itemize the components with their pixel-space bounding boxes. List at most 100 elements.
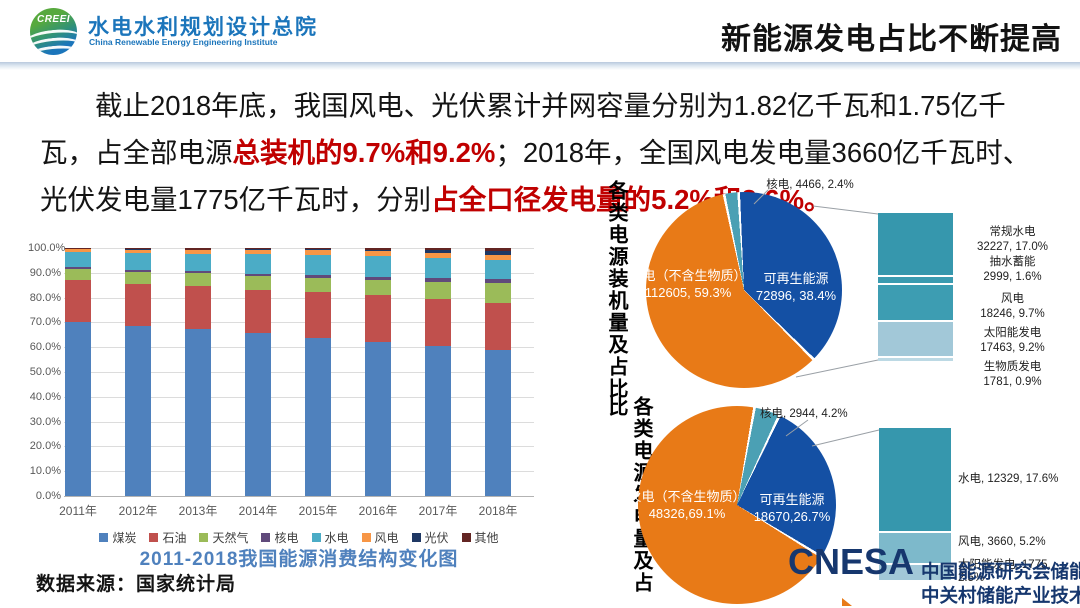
intro-text-segment: 截止2018年底，我国风电、光伏累计并网容量分别为1.82亿千瓦和1.75亿千瓦… <box>40 90 1006 168</box>
legend-swatch-icon <box>261 533 271 542</box>
bar-segment <box>485 279 511 284</box>
pie2-nuclear-label: 核电, 2944, 4.2% <box>760 408 848 420</box>
gridline <box>64 421 534 423</box>
bar-segment <box>305 337 331 496</box>
breakout-label: 水电, 12329, 17.6% <box>958 473 1059 485</box>
bar-segment <box>425 277 451 282</box>
legend-item: 石油 <box>149 529 186 546</box>
legend-label: 风电 <box>374 531 399 545</box>
bar-segment <box>305 277 331 293</box>
bar-segment <box>245 289 271 333</box>
breakout-segment <box>879 532 951 564</box>
breakout-label: 常规水电 32227, 17.0% <box>977 226 1048 253</box>
pie1-thermal-label: 火电（不含生物质） 112605, 59.3% <box>608 267 768 301</box>
y-axis-tick: 70.0% <box>29 316 61 329</box>
x-axis-tick: 2018年 <box>478 504 518 518</box>
stacked-bar <box>305 248 331 496</box>
bar-segment <box>305 254 331 275</box>
cnesa-swoosh-icon <box>842 598 853 606</box>
bar-segment <box>425 345 451 496</box>
page-title: 新能源发电占比不断提高 <box>721 23 1062 56</box>
bar-segment <box>365 341 391 496</box>
legend-label: 石油 <box>162 531 187 545</box>
x-axis-tick: 2016年 <box>358 504 398 518</box>
bar-segment <box>245 250 271 255</box>
pie-panel: 各类电源装机量及占比 各类电源发电量及占比 核电, 4466, 2.4% 火电（… <box>600 170 1080 608</box>
bar-segment <box>305 250 331 255</box>
bar-segment <box>485 302 511 350</box>
x-axis-tick: 2013年 <box>178 504 218 518</box>
pie2-thermal-name: 火电（不含生物质） <box>628 489 746 504</box>
bar-segment <box>125 283 151 327</box>
pie2-thermal-label: 火电（不含生物质） 48326,69.1% <box>606 488 768 522</box>
gridline <box>64 446 534 448</box>
bar-segment <box>65 268 91 281</box>
breakout-segment <box>879 428 951 531</box>
breakout-segment <box>879 565 951 580</box>
breakout-segment <box>878 322 953 356</box>
pie1-thermal-name: 火电（不含生物质） <box>629 268 747 283</box>
bar-segment <box>485 260 511 280</box>
legend-item: 其他 <box>461 529 499 546</box>
bar-segment <box>245 248 271 250</box>
bar-segment <box>125 270 151 273</box>
legend-label: 核电 <box>274 531 299 545</box>
bar-segment <box>365 295 391 342</box>
bar-segment <box>365 279 391 296</box>
legend-label: 光伏 <box>424 531 449 545</box>
capacity-pie-title: 各类电源装机量及占比 <box>605 180 627 400</box>
bar-segment <box>245 273 271 276</box>
bar-segment <box>425 257 451 278</box>
bar-segment <box>365 256 391 277</box>
bar-segment <box>245 332 271 496</box>
bar-segment <box>185 286 211 329</box>
y-axis-tick: 90.0% <box>29 266 61 279</box>
legend-item: 煤炭 <box>99 529 136 546</box>
org-name-cn: 水电水利规划设计总院 <box>88 16 318 39</box>
legend-item: 水电 <box>311 529 349 546</box>
legend-label: 煤炭 <box>112 531 137 545</box>
stacked-bar <box>245 248 271 496</box>
bar-segment <box>425 252 451 258</box>
y-axis-tick: 20.0% <box>29 440 61 453</box>
pie1-renewable-label: 可再生能源 72896, 38.4% <box>732 270 860 304</box>
bar-segment <box>185 328 211 496</box>
legend-label: 其他 <box>474 531 499 545</box>
breakout-label: 抽水蓄能 2999, 1.6% <box>983 256 1042 283</box>
gridline <box>64 272 534 274</box>
bar-segment <box>125 326 151 496</box>
pie1-renewable-value: 72896, 38.4% <box>755 288 837 303</box>
energy-structure-chart: 2011-2018我国能源消费结构变化图 100.0% 90.0% 80.0% 70.… <box>28 238 540 584</box>
capacity-breakout-bar <box>878 213 953 361</box>
bar-segment <box>185 250 211 254</box>
gridline <box>64 322 534 324</box>
legend-swatch-icon <box>149 533 159 542</box>
x-axis-tick: 2017年 <box>418 504 458 518</box>
bar-segment <box>185 271 211 274</box>
bar-segment <box>305 248 331 250</box>
bar-segment <box>185 249 211 251</box>
x-axis-tick: 2015年 <box>298 504 338 518</box>
x-axis-tick: 2012年 <box>118 504 158 518</box>
legend-item: 风电 <box>361 529 399 546</box>
cnesa-org-line2: 中关村储能产业技术联盟 <box>921 584 1080 606</box>
breakout-segment <box>878 276 953 283</box>
x-axis-tick: 2014年 <box>238 504 278 518</box>
stacked-bar <box>425 248 451 496</box>
breakout-segment <box>878 213 953 275</box>
stacked-bar <box>65 248 91 496</box>
bar-segment <box>65 280 91 322</box>
bar-segment <box>365 276 391 280</box>
bar-segment <box>425 249 451 253</box>
y-axis-tick: 80.0% <box>29 291 61 304</box>
gridline <box>64 396 534 398</box>
data-source-note: 数据来源：国家统计局 <box>36 574 237 595</box>
legend-item: 核电 <box>261 529 299 546</box>
bar-segment <box>125 249 151 253</box>
legend-item: 光伏 <box>411 529 449 546</box>
pie1-renewable-name: 可再生能源 <box>763 271 829 286</box>
bar-segment <box>125 252 151 271</box>
bar-segment <box>65 251 91 268</box>
bar-segment <box>65 249 91 252</box>
